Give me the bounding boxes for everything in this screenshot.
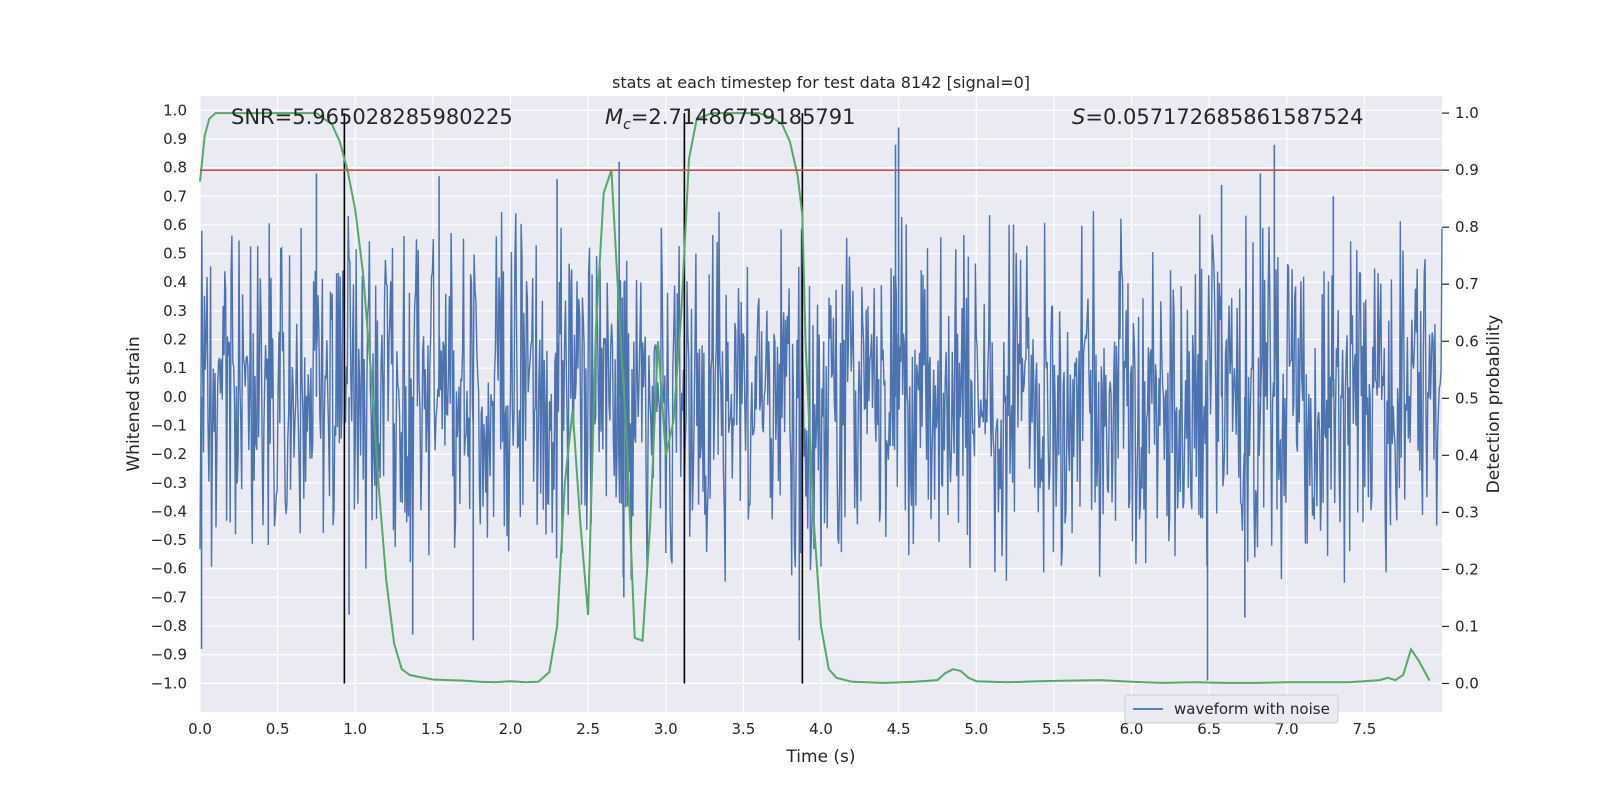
y-left-tick-label: 0.7 [163, 187, 187, 205]
y-left-tick-label: 0.8 [163, 159, 187, 177]
y-left-tick-label: −0.4 [151, 502, 187, 520]
x-tick-label: 6.5 [1197, 720, 1221, 738]
y-left-tick-label: 0.5 [163, 245, 187, 263]
y-right-tick-label: 0.2 [1455, 560, 1479, 578]
grid [199, 96, 1442, 712]
s-annotation: S=0.057172685861587524 [1072, 105, 1363, 129]
s-symbol: S [1072, 105, 1085, 129]
x-tick-label: 4.0 [809, 720, 833, 738]
x-tick-label: 7.0 [1275, 720, 1299, 738]
legend-label: waveform with noise [1174, 700, 1330, 718]
y-left-tick-label: 1.0 [163, 101, 187, 119]
y-left-tick-label: −0.6 [151, 560, 187, 578]
y-right-axis-ticks: 1.0 0.9 0.8 0.7 0.6 0.5 0.4 0.3 0.2 0.1 0.0 [1442, 104, 1479, 692]
y-left-tick-label: 0.9 [163, 130, 187, 148]
y-right-tick-label: 0.1 [1455, 617, 1479, 635]
chirp-mass-value: =2.71486759185791 [631, 105, 856, 129]
probability-line [199, 112, 1431, 684]
x-tick-label: 7.5 [1352, 720, 1376, 738]
y-left-tick-label: −0.3 [151, 474, 187, 492]
legend: waveform with noise [1124, 694, 1339, 724]
y-right-tick-label: 0.7 [1455, 275, 1479, 293]
y-left-tick-label: −0.8 [151, 617, 187, 635]
x-axis-ticks: 0.0 0.5 1.0 1.5 2.0 2.5 3.0 3.5 4.0 4.5 5.0 5.5 6.0 6… [188, 720, 1376, 738]
x-tick-label: 5.5 [1042, 720, 1066, 738]
y-right-tick-label: 0.0 [1455, 674, 1479, 692]
snr-annotation: SNR=5.965028285980225 [231, 105, 513, 129]
y-right-tick-label: 0.4 [1455, 446, 1479, 464]
y-left-tick-label: −0.1 [151, 416, 187, 434]
x-tick-label: 0.0 [188, 720, 212, 738]
probability-series [199, 112, 1431, 684]
x-tick-label: 0.5 [266, 720, 290, 738]
y-left-tick-label: 0.2 [163, 331, 187, 349]
y-right-tick-label: 0.3 [1455, 503, 1479, 521]
x-tick-label: 3.0 [654, 720, 678, 738]
y-right-tick-label: 0.9 [1455, 161, 1479, 179]
chirp-mass-subscript: c [623, 117, 631, 133]
y-right-tick-label: 1.0 [1455, 104, 1479, 122]
y-left-axis-label: Whitened strain [124, 336, 144, 471]
y-left-tick-label: 0.6 [163, 216, 187, 234]
y-left-tick-label: 0.3 [163, 302, 187, 320]
x-tick-label: 2.5 [576, 720, 600, 738]
chart-title: stats at each timestep for test data 814… [612, 73, 1030, 92]
x-tick-label: 6.0 [1120, 720, 1144, 738]
waveform-line [199, 211, 1443, 583]
y-left-axis-ticks: 1.0 0.9 0.8 0.7 0.6 0.5 0.4 0.3 0.2 0.1 0.0 −0.1 −0.… [151, 101, 187, 692]
legend-box [1124, 694, 1339, 724]
y-right-axis-label: Detection probability [1484, 315, 1504, 494]
x-tick-label: 4.5 [887, 720, 911, 738]
x-axis-label: Time (s) [785, 747, 855, 767]
x-tick-label: 5.0 [964, 720, 988, 738]
chirp-mass-annotation: Mc=2.71486759185791 [605, 105, 856, 133]
x-tick-label: 1.5 [421, 720, 445, 738]
y-left-tick-label: −0.7 [151, 588, 187, 606]
y-left-tick-label: −0.2 [151, 445, 187, 463]
y-left-tick-label: −1.0 [151, 674, 187, 692]
s-value: =0.057172685861587524 [1085, 105, 1363, 129]
y-left-tick-label: 0.4 [163, 273, 187, 291]
x-tick-label: 3.5 [731, 720, 755, 738]
y-left-tick-label: 0.0 [163, 388, 187, 406]
y-left-tick-label: 0.1 [163, 359, 187, 377]
x-tick-label: 1.0 [343, 720, 367, 738]
y-right-tick-label: 0.8 [1455, 218, 1479, 236]
y-left-tick-label: −0.5 [151, 531, 187, 549]
waveform-series [199, 127, 1443, 681]
y-right-tick-label: 0.5 [1455, 389, 1479, 407]
y-right-tick-label: 0.6 [1455, 332, 1479, 350]
y-left-tick-label: −0.9 [151, 646, 187, 664]
x-tick-label: 2.0 [499, 720, 523, 738]
chirp-mass-symbol: M [605, 105, 623, 129]
